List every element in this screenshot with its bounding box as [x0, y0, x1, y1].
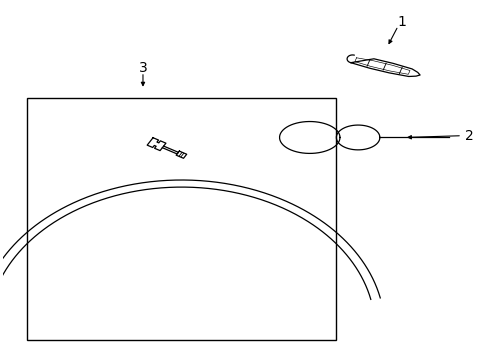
- Bar: [27, 99, 336, 339]
- Text: 3: 3: [138, 61, 147, 75]
- Text: 1: 1: [396, 15, 405, 29]
- Text: 2: 2: [464, 129, 473, 143]
